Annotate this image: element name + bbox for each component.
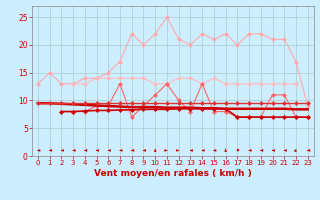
X-axis label: Vent moyen/en rafales ( km/h ): Vent moyen/en rafales ( km/h ) bbox=[94, 169, 252, 178]
